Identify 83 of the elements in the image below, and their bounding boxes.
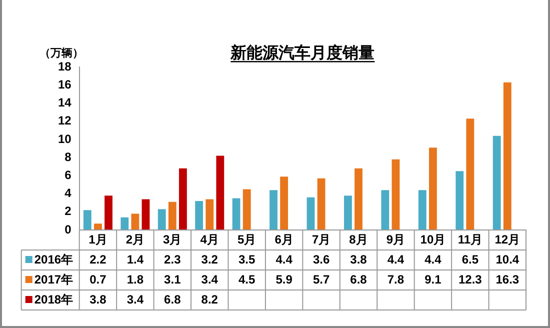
bar [317,178,326,230]
x-tick-label: 2月 [126,232,145,246]
data-label: 8.2 [201,292,218,306]
x-tick-label: 12月 [494,232,520,246]
data-label: 3.2 [201,252,218,266]
bar [306,197,315,230]
y-tick-label: 12 [58,114,72,128]
x-tick-label: 10月 [420,232,446,246]
bar [344,196,352,230]
bar [168,202,176,230]
bar [216,156,224,230]
bar [503,82,512,230]
bar [381,190,390,230]
data-label: 4.4 [276,252,293,266]
data-label: 5.9 [276,272,293,286]
data-label: 2.3 [164,252,182,266]
chart-title: 新能源汽车月度销量 [230,43,375,62]
data-label: 16.3 [496,272,520,286]
data-label: 0.7 [90,272,107,286]
data-label: 5.7 [312,272,330,286]
x-tick-label: 6月 [274,232,294,246]
data-label: 6.8 [350,272,368,286]
data-label: 3.8 [350,252,368,266]
bar [280,176,288,230]
data-label: 1.8 [126,272,144,286]
legend-label: 2016年 [34,252,74,266]
y-tick-label: 14 [58,96,72,110]
bar [492,136,501,230]
data-label: 3.8 [90,292,107,306]
data-label: 12.3 [458,272,482,286]
bar [178,168,187,230]
bar [232,198,240,230]
bar [131,214,140,230]
bar [428,148,437,230]
data-label: 2.2 [90,252,107,266]
bar [195,201,204,230]
legend-label: 2017年 [34,272,74,286]
bar [242,189,251,230]
x-tick-label: 8月 [349,232,368,246]
y-tick-label: 18 [58,59,72,74]
data-label: 7.8 [387,272,404,286]
y-tick-label: 0 [64,222,72,236]
bar [83,210,92,230]
y-tick-label: 10 [58,132,72,146]
x-tick-label: 9月 [386,232,406,246]
bar [104,196,112,230]
data-label: 9.1 [424,272,442,286]
data-label: 3.4 [126,292,144,306]
x-tick-label: 4月 [200,232,219,246]
bar [120,217,129,230]
x-tick-label: 5月 [238,232,256,246]
bar [270,190,278,230]
legend-label: 2018年 [34,292,74,306]
data-label: 4.4 [424,252,442,266]
data-label: 3.6 [312,252,330,266]
bar [94,224,102,230]
bar [418,190,426,230]
data-label: 4.4 [387,252,404,266]
x-tick-label: 3月 [163,232,182,246]
x-tick-label: 11月 [458,232,483,246]
y-tick-label: 4 [64,186,72,200]
data-label: 3.1 [164,272,182,286]
data-label: 6.8 [164,292,182,306]
data-label: 3.4 [201,272,218,286]
data-label: 10.4 [496,252,520,266]
y-tick-label: 2 [64,204,72,218]
x-tick-label: 1月 [88,232,108,246]
x-tick-label: 7月 [312,232,331,246]
bar [142,199,150,230]
bar [206,199,214,230]
y-tick-label: 6 [64,168,72,182]
bar [158,209,166,230]
y-tick-label: 16 [58,77,72,92]
data-label: 1.4 [126,252,144,266]
bar [354,168,362,230]
bar [466,118,474,230]
data-label: 4.5 [238,272,256,286]
bar [392,159,400,230]
y-tick-label: 8 [64,150,72,164]
y-axis-title: （万辆） [39,46,84,60]
data-label: 6.5 [462,252,479,266]
data-label: 3.5 [238,252,256,266]
bar [456,171,464,230]
